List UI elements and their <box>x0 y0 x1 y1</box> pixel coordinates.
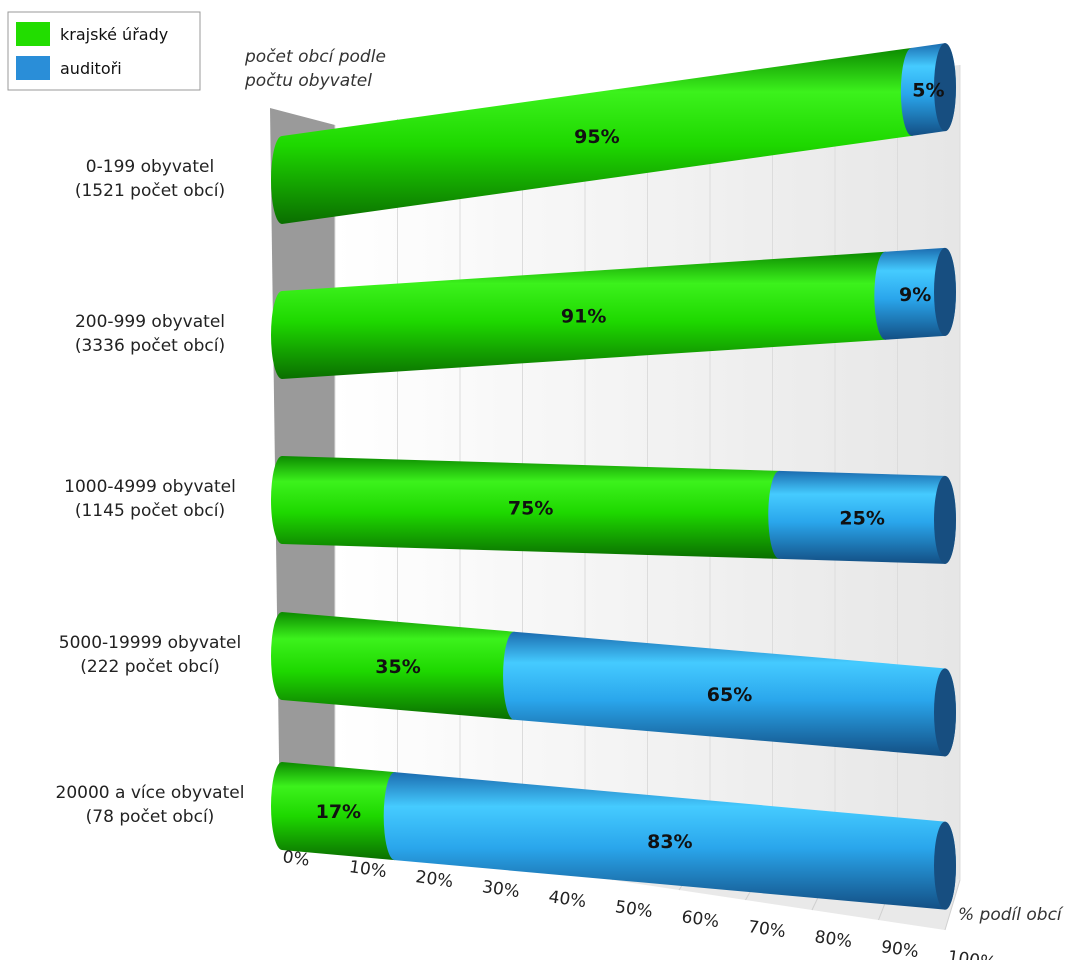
bars-layer <box>271 43 957 910</box>
y-category-label: 20000 a více obyvatel (78 počet obcí) <box>56 783 245 827</box>
data-label: 35% <box>375 656 420 678</box>
x-tick-label: 80% <box>813 927 853 952</box>
x-tick-label: 30% <box>481 877 521 902</box>
data-label: 25% <box>839 507 884 529</box>
bar-segment <box>503 631 957 757</box>
x-tick-label: 90% <box>880 937 920 960</box>
bar-end-cap <box>934 247 956 336</box>
data-label: 91% <box>561 305 606 327</box>
x-tick-label: 60% <box>680 907 720 932</box>
y-axis-title: počet obcí podle počtu obyvatel <box>244 47 386 91</box>
x-tick-label: 20% <box>414 867 454 892</box>
bar-end-cap <box>934 821 956 910</box>
bar-segment <box>383 772 957 910</box>
floor-gridline <box>944 879 961 931</box>
data-label: 65% <box>707 684 752 706</box>
data-label: 75% <box>508 497 553 519</box>
y-category-label: 5000-19999 obyvatel (222 počet obcí) <box>59 633 241 677</box>
x-tick-label: 0% <box>281 847 311 871</box>
bar-segment <box>768 470 957 564</box>
x-tick-label: 40% <box>547 887 587 912</box>
legend-swatch <box>16 56 50 80</box>
data-label: 83% <box>647 831 692 853</box>
bar-segment <box>271 612 526 720</box>
legend-label: auditoři <box>60 59 122 78</box>
legend: krajské úřady auditoři <box>7 11 201 91</box>
bar-segment <box>271 456 791 559</box>
bar-segment <box>271 762 406 861</box>
bar-segment <box>271 251 897 379</box>
bar-end-cap <box>934 475 956 564</box>
legend-label: krajské úřady <box>60 25 168 44</box>
y-category-label: 0-199 obyvatel (1521 počet obcí) <box>75 157 225 201</box>
data-label: 17% <box>316 801 361 823</box>
x-tick-label: 100% <box>946 947 997 960</box>
y-category-label: 1000-4999 obyvatel (1145 počet obcí) <box>64 477 236 521</box>
x-axis-title: % podíl obcí <box>958 905 1064 925</box>
x-tick-label: 50% <box>614 897 654 922</box>
x-tick-label: 70% <box>747 917 787 942</box>
data-label: 95% <box>574 126 619 148</box>
data-label: 5% <box>912 80 944 102</box>
bar-end-cap <box>934 668 956 757</box>
legend-swatch <box>16 22 50 46</box>
bar-segment <box>271 47 923 224</box>
y-category-label: 200-999 obyvatel (3336 počet obcí) <box>75 312 225 356</box>
labels-layer: 0% 10% 20% 30% 40% 50% 60% 70% 80% 90% 100% 95% 5% 0-… <box>56 47 1064 960</box>
data-label: 9% <box>899 284 931 306</box>
x-tick-label: 10% <box>348 857 388 882</box>
bar-end-cap <box>934 43 956 132</box>
